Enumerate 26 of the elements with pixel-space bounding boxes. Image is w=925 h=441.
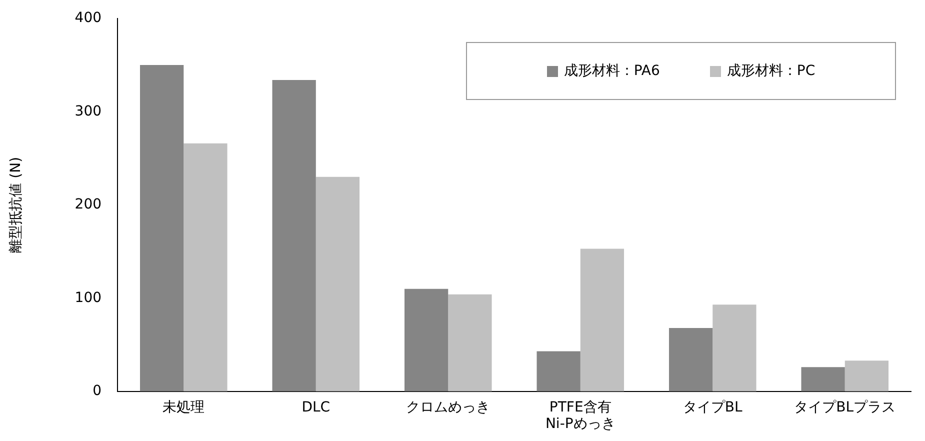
- bar: [404, 288, 448, 392]
- x-tick-label: DLC: [302, 399, 330, 416]
- legend-label: 成形材料：PC: [726, 62, 816, 80]
- y-tick-label: 100: [74, 290, 102, 306]
- bar: [448, 294, 492, 392]
- bar: [272, 80, 316, 392]
- bar: [536, 351, 580, 392]
- y-tick-label: 400: [74, 10, 102, 26]
- bar: [844, 360, 889, 392]
- y-tick-label: 200: [74, 196, 102, 213]
- legend-label: 成形材料：PA6: [564, 62, 660, 80]
- y-tick-label: 300: [74, 103, 102, 120]
- bar: [801, 367, 845, 392]
- x-tick-label: クロムめっき: [406, 399, 490, 416]
- bar: [316, 176, 360, 392]
- y-axis-title: 離型抵抗値 (N): [8, 156, 24, 253]
- bar: [140, 65, 184, 392]
- y-tick-label: 0: [92, 383, 102, 400]
- bar: [184, 143, 228, 392]
- bar: [580, 248, 624, 392]
- bar: [668, 328, 713, 392]
- x-tick-label: PTFE含有 Ni-Pめっき: [545, 399, 616, 432]
- x-tick-label: 未処理: [162, 399, 205, 416]
- x-tick-label: タイプBLプラス: [794, 399, 896, 416]
- x-tick-label: タイプBL: [682, 399, 743, 416]
- bar: [712, 304, 756, 392]
